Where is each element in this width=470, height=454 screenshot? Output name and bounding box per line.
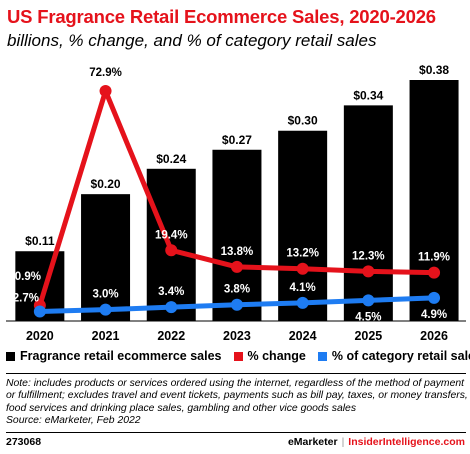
share-label-2020: 2.7% [13, 293, 39, 305]
change-point-2025 [362, 265, 375, 278]
change-point-2021 [99, 85, 112, 97]
note-text: Note: includes products or services orde… [6, 378, 468, 414]
legend-item-sales: Fragrance retail ecommerce sales [6, 349, 222, 363]
change-label-2024: 13.2% [286, 248, 319, 260]
bar-label-2022: $0.24 [156, 152, 186, 166]
divider-bottom [6, 432, 466, 433]
x-tick-2026: 2026 [420, 329, 448, 343]
bar-label-2026: $0.38 [419, 63, 449, 77]
change-label-2025: 12.3% [352, 250, 385, 262]
share-label-2023: 3.8% [224, 284, 250, 296]
chart-title: US Fragrance Retail Ecommerce Sales, 202… [7, 6, 436, 27]
share-label-2021: 3.0% [92, 289, 118, 301]
legend: Fragrance retail ecommerce sales % chang… [6, 349, 470, 363]
change-point-2023 [230, 260, 243, 273]
change-point-2026 [428, 266, 441, 279]
change-label-2023: 13.8% [221, 246, 254, 258]
share-point-2022 [165, 301, 178, 314]
share-label-2026: 4.9% [421, 309, 447, 321]
bar-label-2020: $0.11 [25, 234, 55, 248]
change-label-2022: 19.4% [155, 229, 188, 241]
brand-emarketer: eMarketer [287, 436, 338, 448]
share-point-2020 [33, 305, 46, 318]
bar-label-2023: $0.27 [222, 133, 252, 147]
legend-item-share: % of category retail sales [317, 349, 470, 363]
footer-brand: eMarketer | InsiderIntelligence.com [288, 436, 465, 448]
legend-item-change: % change [233, 349, 306, 363]
bar-label-2025: $0.34 [353, 88, 383, 102]
change-label-2020: 0.9% [15, 271, 41, 283]
x-tick-2020: 2020 [26, 329, 54, 343]
change-point-2024 [296, 262, 309, 275]
chart-subtitle: billions, % change, and % of category re… [7, 31, 377, 50]
share-point-2021 [99, 303, 112, 316]
share-label-2025: 4.5% [355, 311, 381, 323]
x-tick-2023: 2023 [223, 329, 251, 343]
share-point-2024 [296, 296, 309, 309]
brand-insider-intelligence: InsiderIntelligence.com [348, 436, 465, 448]
bar-2024 [278, 130, 328, 321]
legend-swatch-sales [6, 351, 15, 361]
share-point-2026 [428, 291, 441, 304]
legend-label-sales: Fragrance retail ecommerce sales [20, 349, 222, 363]
x-tick-2025: 2025 [354, 329, 382, 343]
bar-label-2024: $0.30 [288, 114, 318, 128]
x-tick-2024: 2024 [289, 329, 317, 343]
x-tick-2021: 2021 [92, 329, 120, 343]
bar-2023 [212, 149, 262, 321]
chart-id: 273068 [6, 436, 42, 448]
legend-label-share: % of category retail sales [331, 349, 470, 363]
chart: $0.11 $0.20 $0.24 $0.27 $0.30 $0.34 $0.38 2020 2… [6, 63, 466, 343]
change-label-2021: 72.9% [89, 67, 122, 79]
legend-swatch-share [317, 351, 327, 361]
source-text: Source: eMarketer, Feb 2022 [6, 415, 141, 427]
share-label-2024: 4.1% [290, 282, 316, 294]
x-tick-2022: 2022 [157, 329, 185, 343]
share-label-2022: 3.4% [158, 286, 184, 298]
footnote: Note: includes products or services orde… [6, 378, 468, 428]
bar-2026 [409, 80, 459, 321]
change-label-2026: 11.9% [418, 252, 450, 264]
share-point-2023 [230, 298, 243, 311]
share-point-2025 [362, 294, 375, 307]
legend-label-change: % change [247, 349, 306, 363]
brand-separator: | [341, 436, 345, 448]
divider-top [6, 373, 466, 374]
bar-label-2021: $0.20 [91, 177, 121, 191]
bar-2021 [81, 194, 131, 321]
change-point-2022 [165, 244, 178, 257]
bar-2025 [343, 105, 393, 321]
legend-swatch-change [233, 351, 243, 361]
